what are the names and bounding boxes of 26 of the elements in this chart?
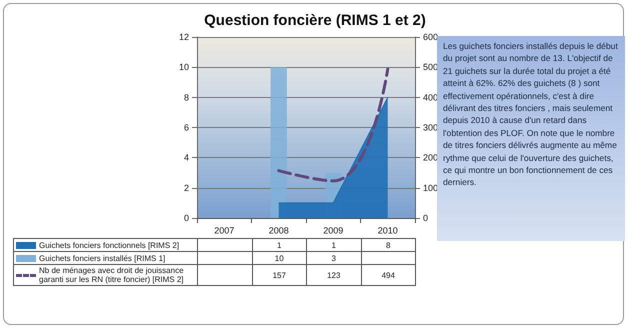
y-tick-label: 12 [178,32,189,42]
y-tick-label: 6 [184,122,189,132]
x-tick-label: 2008 [268,226,289,236]
text: Les guichets fonciers installés depuis le début du projet sont au nombre de 13. L'objectif de 21 guichets sur la durée total du projet a été atteint à 62%. 62% des guichets (8 ) sont effectivement opérationnels, c'est à dire délivrant des titres fonciers , mais seulement depuis 2010 à cause d'un retard dans l'obtention des PLOF. On note que le nombre de titres fonciers délivrés augmente au même rythme que celui de l'ouverture des guichets, ce qui montre un bon fonctionnement de ces derniers. [443,41,618,188]
x-tick-label: 2007 [214,226,234,236]
data-label: 494 [361,264,416,286]
y2-tick-label: 0 [423,213,428,223]
data-label: 1 [252,238,306,252]
y-tick-label: 8 [184,92,189,102]
y-tick-label: 2 [184,182,189,193]
legend-label: Guichets fonciers installés [RIMS 1] [39,254,166,262]
y2-tick-label: 600 [423,32,438,42]
data-label: 157 [252,264,306,286]
y-tick-label: 0 [184,213,189,223]
legend-label: Nb de ménages avec droit de jouissance garanti sur les RN (titre foncier) [RIMS 2] [39,266,185,284]
legend-label: Guichets fonciers fonctionnels [RIMS 2] [39,240,180,250]
y-tick-label: 10 [178,62,189,72]
x-tick-label: 2009 [323,226,344,236]
data-label: 10 [252,252,306,264]
data-label: 3 [306,252,361,264]
data-label: 1 [306,238,361,252]
y-tick-label: 4 [184,152,189,163]
x-tick-label: 2010 [378,226,398,236]
data-label: 8 [361,238,416,252]
chart-title: Question foncière (RIMS 1 et 2) [204,12,426,29]
data-label: 123 [306,264,361,286]
